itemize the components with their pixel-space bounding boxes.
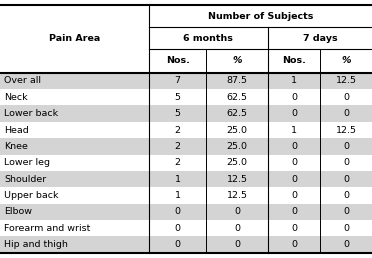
Text: Knee: Knee bbox=[4, 142, 28, 151]
Text: 12.5: 12.5 bbox=[336, 76, 356, 85]
Text: Hip and thigh: Hip and thigh bbox=[4, 240, 68, 249]
Text: 25.0: 25.0 bbox=[227, 158, 248, 167]
Text: 0: 0 bbox=[343, 191, 349, 200]
Text: 0: 0 bbox=[343, 224, 349, 233]
Text: 0: 0 bbox=[174, 240, 181, 249]
Text: 25.0: 25.0 bbox=[227, 142, 248, 151]
Text: 12.5: 12.5 bbox=[336, 125, 356, 134]
Bar bbox=[0, 220, 372, 237]
Text: %: % bbox=[232, 57, 242, 66]
Text: 1: 1 bbox=[291, 76, 297, 85]
Text: 2: 2 bbox=[174, 158, 181, 167]
Text: 1: 1 bbox=[174, 191, 181, 200]
Text: 7 days: 7 days bbox=[302, 34, 337, 43]
Text: Elbow: Elbow bbox=[4, 207, 32, 216]
Text: 0: 0 bbox=[343, 93, 349, 102]
Bar bbox=[0, 73, 372, 89]
Text: 12.5: 12.5 bbox=[227, 191, 248, 200]
Text: Lower leg: Lower leg bbox=[4, 158, 51, 167]
Bar bbox=[0, 171, 372, 187]
Text: %: % bbox=[341, 57, 351, 66]
Text: 0: 0 bbox=[291, 109, 297, 118]
Text: 1: 1 bbox=[291, 125, 297, 134]
Text: Upper back: Upper back bbox=[4, 191, 59, 200]
Text: 6 months: 6 months bbox=[183, 34, 233, 43]
Text: 0: 0 bbox=[291, 191, 297, 200]
Text: Pain Area: Pain Area bbox=[49, 34, 100, 43]
Bar bbox=[0, 204, 372, 220]
Text: 0: 0 bbox=[343, 109, 349, 118]
Text: 0: 0 bbox=[174, 224, 181, 233]
Text: 1: 1 bbox=[174, 175, 181, 184]
Text: Shoulder: Shoulder bbox=[4, 175, 47, 184]
Text: 7: 7 bbox=[174, 76, 181, 85]
Text: 87.5: 87.5 bbox=[227, 76, 248, 85]
Bar bbox=[0, 138, 372, 155]
Text: 62.5: 62.5 bbox=[227, 93, 248, 102]
Text: 2: 2 bbox=[174, 142, 181, 151]
Text: Forearm and wrist: Forearm and wrist bbox=[4, 224, 91, 233]
Bar bbox=[0, 122, 372, 138]
Text: 12.5: 12.5 bbox=[227, 175, 248, 184]
Text: 0: 0 bbox=[291, 142, 297, 151]
Bar bbox=[0, 106, 372, 122]
Text: Nos.: Nos. bbox=[166, 57, 190, 66]
Text: 0: 0 bbox=[343, 240, 349, 249]
Text: Over all: Over all bbox=[4, 76, 41, 85]
Text: 0: 0 bbox=[234, 224, 240, 233]
Bar bbox=[0, 89, 372, 106]
Text: 0: 0 bbox=[174, 207, 181, 216]
Text: 0: 0 bbox=[343, 142, 349, 151]
Text: Lower back: Lower back bbox=[4, 109, 58, 118]
Text: 5: 5 bbox=[174, 109, 181, 118]
Text: Head: Head bbox=[4, 125, 29, 134]
Text: 0: 0 bbox=[343, 158, 349, 167]
Text: 25.0: 25.0 bbox=[227, 125, 248, 134]
Text: Number of Subjects: Number of Subjects bbox=[208, 12, 313, 21]
Text: 0: 0 bbox=[291, 175, 297, 184]
Text: 0: 0 bbox=[343, 207, 349, 216]
Text: 0: 0 bbox=[291, 224, 297, 233]
Text: 0: 0 bbox=[234, 207, 240, 216]
Bar bbox=[0, 187, 372, 204]
Text: Nos.: Nos. bbox=[282, 57, 306, 66]
Text: 0: 0 bbox=[291, 240, 297, 249]
Text: 62.5: 62.5 bbox=[227, 109, 248, 118]
Text: 0: 0 bbox=[291, 93, 297, 102]
Bar bbox=[0, 237, 372, 253]
Text: 0: 0 bbox=[234, 240, 240, 249]
Text: 0: 0 bbox=[291, 158, 297, 167]
Text: 5: 5 bbox=[174, 93, 181, 102]
Text: 0: 0 bbox=[291, 207, 297, 216]
Bar bbox=[0, 5, 372, 73]
Text: 0: 0 bbox=[343, 175, 349, 184]
Bar bbox=[0, 155, 372, 171]
Text: 2: 2 bbox=[174, 125, 181, 134]
Text: Neck: Neck bbox=[4, 93, 28, 102]
